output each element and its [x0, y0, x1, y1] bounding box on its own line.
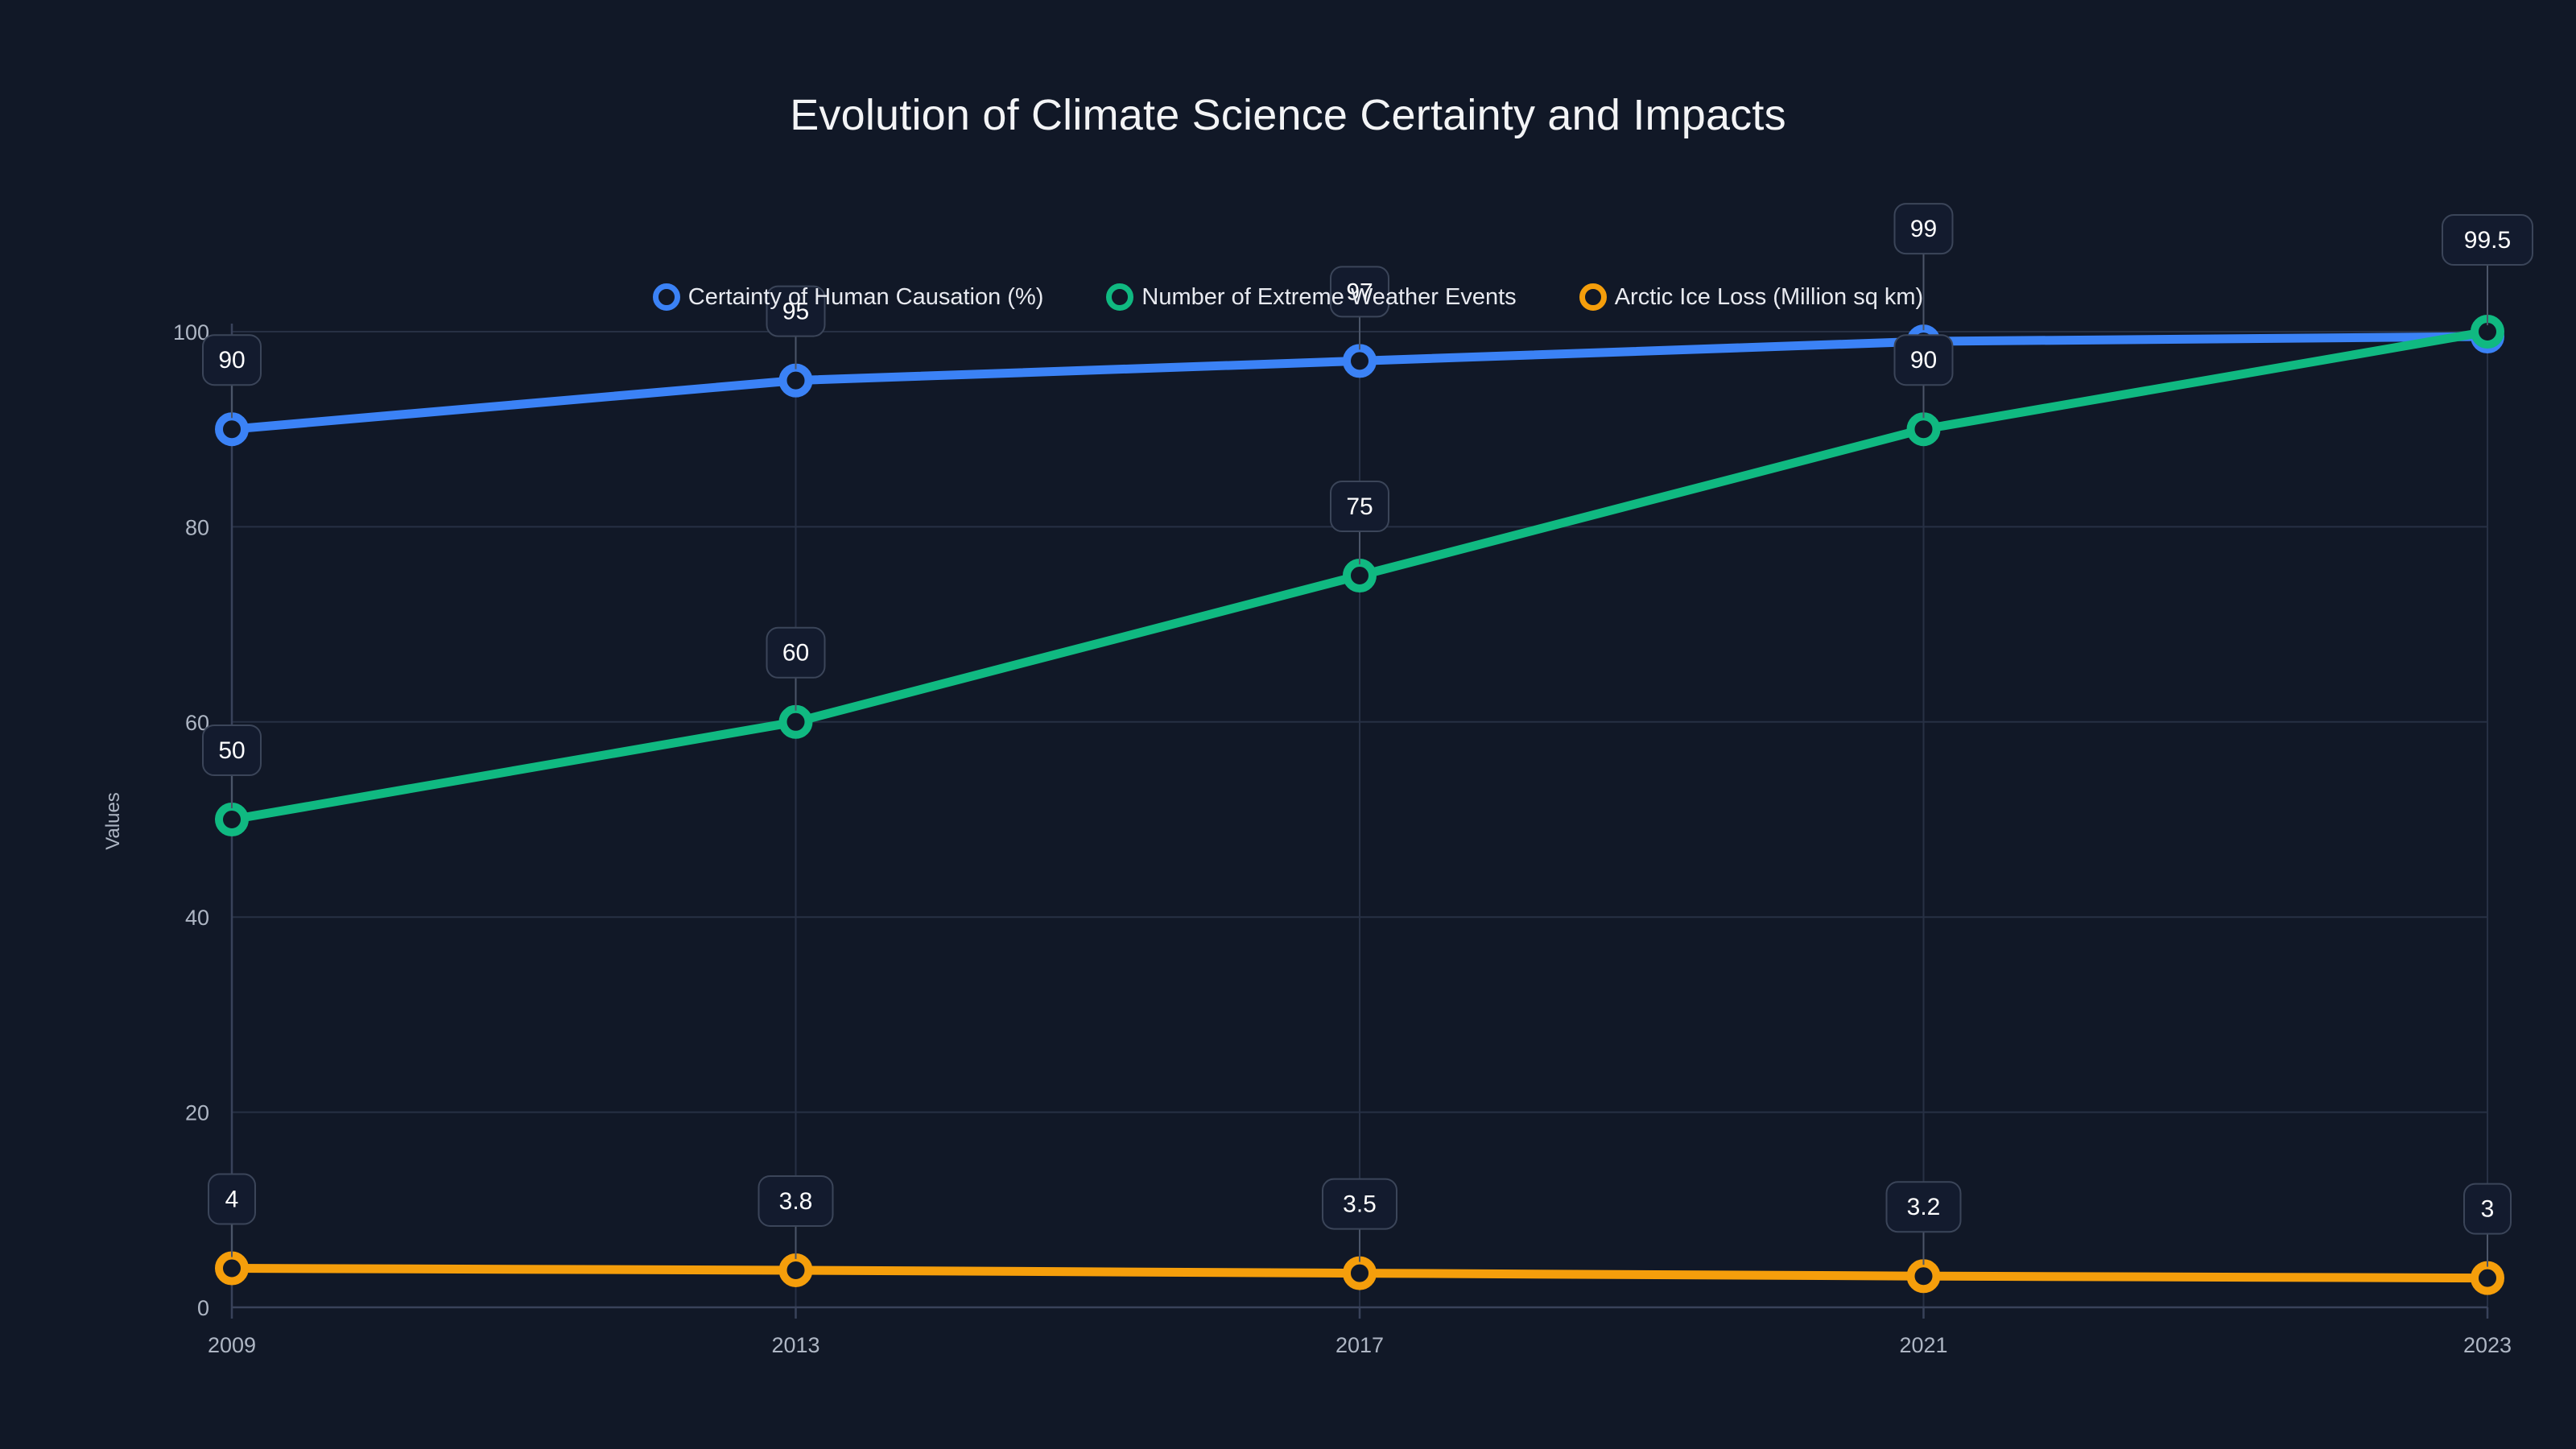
point-label-box — [1885, 1181, 1962, 1233]
point-label-layer: 90 95 97 99 99.5 50 60 75 90 4 3.8 3.5 3.2 3 — [202, 203, 2533, 1267]
point-label-text: 3.5 — [1343, 1191, 1377, 1218]
point-label-box — [2463, 1183, 2512, 1235]
series-data-point[interactable] — [1906, 1259, 1941, 1294]
point-label-text: 3 — [2481, 1196, 2495, 1223]
x-axis-tick-label: 2017 — [1335, 1333, 1384, 1357]
point-label-text: 90 — [218, 347, 245, 374]
point-label-text: 99.5 — [2464, 227, 2511, 254]
series-data-point[interactable] — [778, 704, 813, 739]
series-data-point[interactable] — [1343, 559, 1377, 592]
point-label-text: 50 — [218, 737, 245, 764]
grid-layer — [231, 331, 2488, 1307]
point-label-text: 75 — [1346, 493, 1373, 520]
point-label-box — [202, 724, 262, 776]
point-label-box — [1893, 334, 1954, 386]
series-data-point[interactable] — [215, 1251, 249, 1286]
y-axis-tick-label: 40 — [185, 906, 209, 930]
series-data-point[interactable] — [778, 363, 813, 398]
point-label-box — [1330, 266, 1389, 318]
point-label-text: 90 — [1910, 347, 1937, 374]
x-axis-tick-label: 2021 — [1899, 1333, 1947, 1357]
point-label-text: 3.2 — [1907, 1194, 1941, 1220]
y-axis-tick-label: 20 — [185, 1101, 209, 1125]
point-label-box — [202, 334, 262, 386]
x-axis-tick-label: 2023 — [2463, 1333, 2512, 1357]
point-label-text: 99 — [1910, 216, 1937, 242]
axis-layer: 0 20 40 60 80 100 2009 2013 2017 2021 2023 Values — [102, 320, 2512, 1357]
point-label-box — [766, 626, 826, 679]
y-axis-title: Values — [102, 792, 124, 850]
y-axis-tick-label: 0 — [197, 1296, 209, 1320]
point-label-text: 97 — [1346, 279, 1373, 305]
x-axis-tick-label: 2009 — [208, 1333, 256, 1357]
point-label-box — [208, 1173, 256, 1225]
point-label-box — [1893, 203, 1954, 255]
series-data-point[interactable] — [215, 412, 249, 447]
y-axis-tick-label: 100 — [173, 320, 209, 345]
series-data-point[interactable] — [1343, 344, 1377, 378]
point-label-box — [2442, 214, 2533, 266]
point-label-text: 60 — [782, 640, 809, 667]
series-data-point[interactable] — [1906, 412, 1941, 447]
series-data-point[interactable] — [778, 1253, 813, 1287]
point-label-text: 95 — [782, 299, 809, 325]
series-data-point[interactable] — [215, 803, 249, 836]
series-data-point[interactable] — [2471, 1261, 2504, 1295]
point-label-text: 3.8 — [779, 1188, 813, 1215]
point-label-box — [766, 285, 826, 337]
point-label-box — [1330, 481, 1389, 532]
point-label-box — [1322, 1178, 1397, 1230]
chart-title: Evolution of Climate Science Certainty a… — [790, 91, 1786, 139]
series-data-point[interactable] — [1343, 1256, 1377, 1290]
point-label-box — [758, 1174, 834, 1227]
y-axis-tick-label: 80 — [185, 515, 209, 539]
point-label-text: 4 — [225, 1186, 239, 1212]
x-axis-tick-label: 2013 — [771, 1333, 819, 1357]
